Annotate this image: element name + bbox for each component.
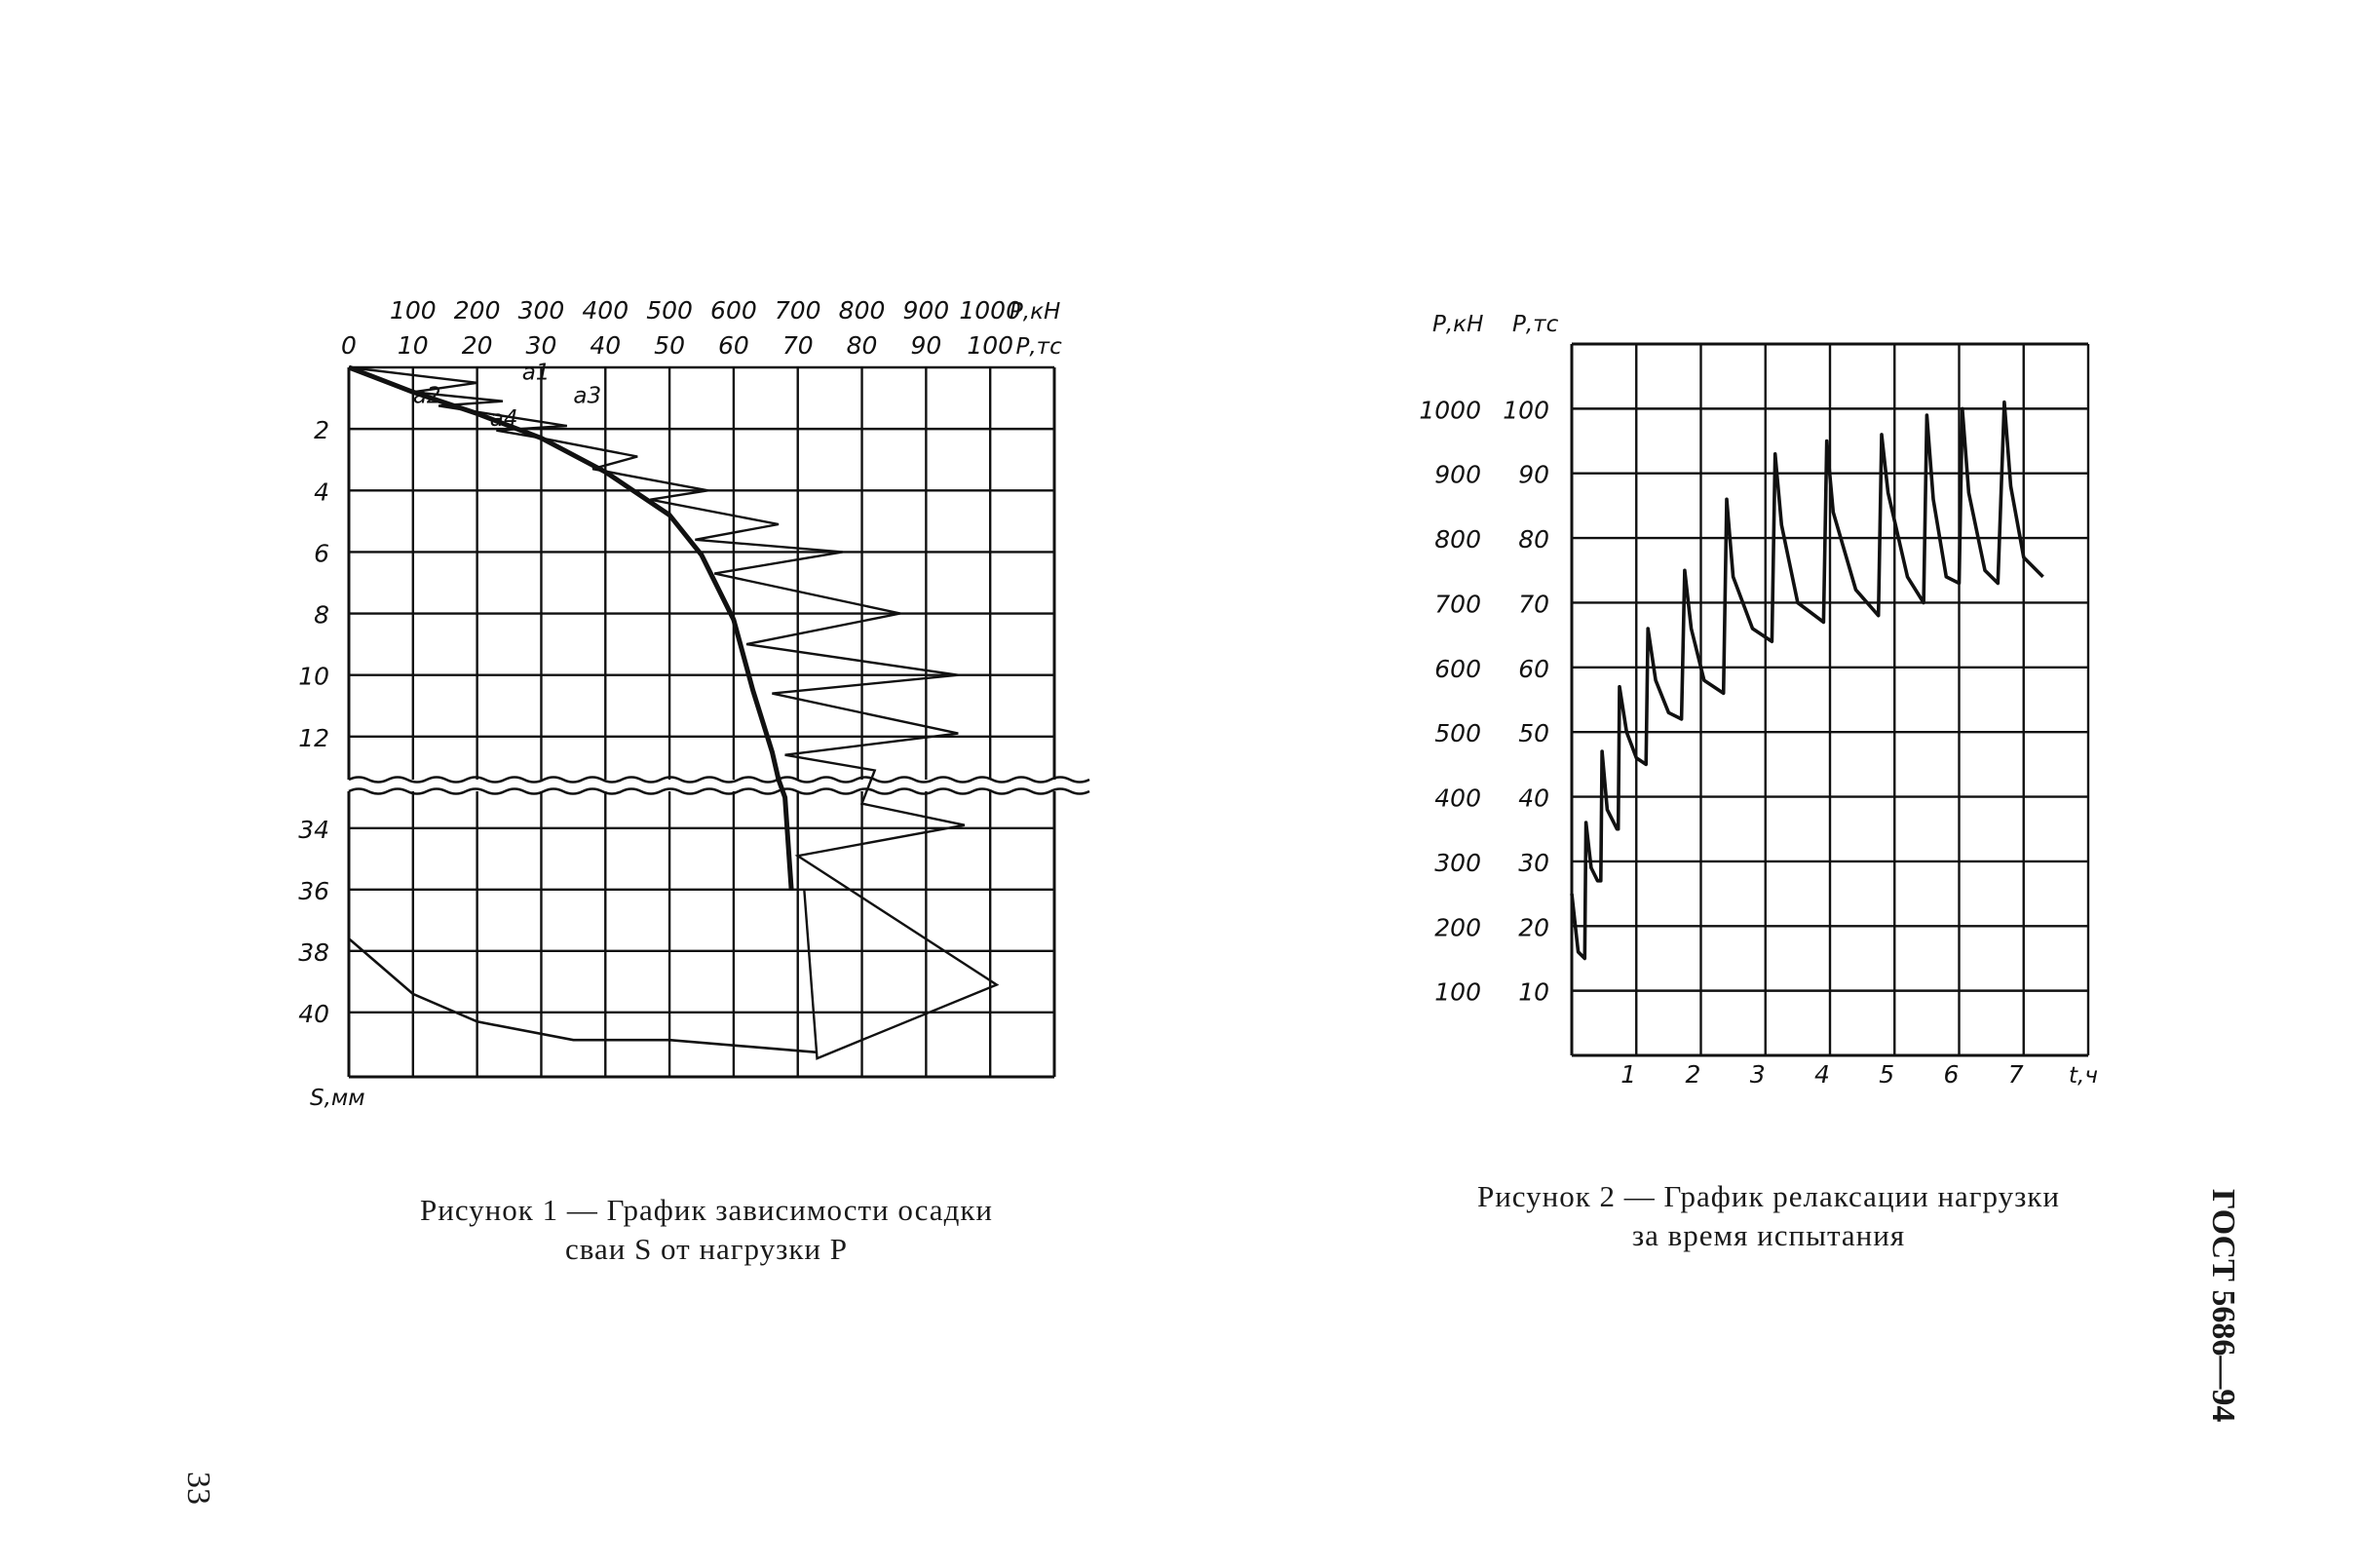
- tick-label-kn: 900: [903, 296, 950, 325]
- tick-label-kn: 600: [1434, 655, 1481, 683]
- tick-label-kn: 800: [1434, 525, 1481, 554]
- tick-label-s: 6: [314, 539, 329, 567]
- tick-label-kn: 500: [1434, 719, 1481, 747]
- tick-label-time: 3: [1750, 1060, 1766, 1089]
- axis-break-line: [348, 787, 1090, 795]
- figure1-grid: [347, 365, 1090, 1079]
- tick-label-kn: 900: [1434, 461, 1481, 489]
- series-load-relaxation: [1570, 400, 2044, 961]
- tick-label-kn: 700: [775, 296, 821, 325]
- figure1-top-axis-tc: 0 10 20 30 40 50 60 70 80 90 100: [341, 331, 1013, 360]
- standard-number: ГОСТ 5686—94: [2205, 1189, 2241, 1423]
- tick-label-time: 4: [1814, 1060, 1830, 1089]
- figure2-caption-line1: Рисунок 2 — График релаксации нагрузки: [1476, 1179, 2061, 1213]
- tick-label-tc: 10: [1518, 978, 1549, 1007]
- tick-label-s: 36: [298, 877, 329, 905]
- tick-label-tc: 80: [847, 331, 878, 360]
- figure2-y-axis-tc-label: Р,тс: [1512, 312, 1559, 337]
- tick-label-s: 8: [314, 601, 329, 630]
- figure1-caption-line1: Рисунок 1 — График зависимости осадки: [419, 1193, 993, 1227]
- figure1-y-axis-label: S,мм: [310, 1086, 365, 1111]
- tick-label-s: 2: [314, 416, 329, 444]
- point-label: a1: [522, 361, 551, 386]
- tick-label-time: 6: [1944, 1060, 1960, 1089]
- tick-label-kn: 300: [1434, 849, 1481, 877]
- tick-label-s: 4: [314, 478, 329, 506]
- tick-label-tc: 90: [1518, 461, 1549, 489]
- tick-label-kn: 1000: [959, 296, 1021, 325]
- tick-label-kn: 400: [582, 296, 629, 325]
- figure2-x-axis-label: t,ч: [2069, 1063, 2098, 1089]
- tick-label-tc: 40: [590, 331, 621, 360]
- tick-label-time: 7: [2008, 1060, 2024, 1089]
- figure1-caption: Рисунок 1 — График зависимости осадки св…: [331, 1191, 1082, 1269]
- tick-label-kn: 200: [454, 296, 501, 325]
- tick-label-tc: 100: [967, 331, 1013, 360]
- page-number: 33: [180, 1472, 216, 1505]
- figure1-annotations: a1 a2 a3 a4: [413, 361, 601, 432]
- series-load-steps: [348, 365, 1000, 1060]
- figure2-x-axis: 1 2 3 4 5 6 7: [1620, 1060, 2024, 1089]
- tick-label-kn: 100: [1434, 978, 1481, 1007]
- tick-label-kn: 100: [390, 296, 437, 325]
- tick-label-tc: 30: [1518, 849, 1549, 877]
- tick-label-tc: 90: [910, 331, 941, 360]
- tick-label-tc: 80: [1518, 525, 1549, 554]
- tick-label-tc: 50: [654, 331, 685, 360]
- figure1-top-axis-tc-label: Р,тс: [1016, 334, 1063, 360]
- point-label: a4: [490, 406, 518, 432]
- tick-label-time: 5: [1879, 1060, 1894, 1089]
- figure1-chart: 100 200 300 400 500 600 700 800 900 1000 0 10 20 30 4…: [298, 296, 1090, 1111]
- tick-label-tc: 70: [782, 331, 814, 360]
- tick-label-s: 40: [298, 1000, 329, 1028]
- tick-label-tc: 50: [1518, 719, 1549, 747]
- figure2-series: [1570, 400, 2044, 961]
- tick-label-tc: 70: [1518, 590, 1549, 618]
- tick-label-kn: 200: [1434, 913, 1481, 941]
- tick-label-s: 10: [298, 663, 329, 691]
- point-label: a2: [413, 383, 441, 408]
- figure1-top-axis-kn: 100 200 300 400 500 600 700 800 900 1000: [390, 296, 1021, 325]
- figure1-top-axis-kn-label: Р,кН: [1010, 299, 1060, 325]
- tick-label-tc: 100: [1503, 396, 1549, 424]
- tick-label-tc: 0: [341, 331, 357, 360]
- tick-label-kn: 700: [1434, 590, 1481, 618]
- tick-label-tc: 60: [718, 331, 749, 360]
- tick-label-kn: 600: [710, 296, 757, 325]
- figure2-grid: [1570, 342, 2090, 1057]
- tick-label-kn: 500: [646, 296, 693, 325]
- tick-label-s: 12: [298, 724, 329, 752]
- tick-label-tc: 20: [462, 331, 493, 360]
- series-settlement-curve: [348, 364, 794, 890]
- tick-label-tc: 40: [1518, 784, 1549, 813]
- tick-label-tc: 20: [1518, 913, 1549, 941]
- figure2-chart: 1000 900 800 700 600 500 400 300 200 100 100 90 80 70…: [1419, 312, 2098, 1089]
- series-unload-curve: [348, 937, 818, 1054]
- tick-label-time: 1: [1620, 1060, 1636, 1089]
- tick-label-kn: 400: [1434, 784, 1481, 813]
- figure1-caption-line2: сваи S от нагрузки P: [564, 1232, 848, 1266]
- tick-label-kn: 1000: [1419, 396, 1481, 424]
- tick-label-kn: 800: [839, 296, 886, 325]
- axis-break-line: [348, 776, 1090, 784]
- tick-label-tc: 60: [1518, 655, 1549, 683]
- tick-label-s: 34: [298, 816, 329, 844]
- figure1-series: [348, 364, 1000, 1060]
- tick-label-s: 38: [298, 938, 329, 967]
- tick-label-time: 2: [1686, 1060, 1701, 1089]
- figure2-caption: Рисунок 2 — График релаксации нагрузки з…: [1393, 1177, 2144, 1255]
- figure2-y-axis-kn-label: Р,кН: [1432, 312, 1483, 337]
- tick-label-tc: 30: [526, 331, 557, 360]
- figure2-y-axis: 1000 900 800 700 600 500 400 300 200 100 100 90 80 70…: [1419, 396, 1549, 1006]
- point-label: a3: [573, 383, 601, 408]
- tick-label-kn: 300: [518, 296, 565, 325]
- figure2-caption-line2: за время испытания: [1631, 1218, 1906, 1252]
- tick-label-tc: 10: [398, 331, 429, 360]
- figure1-y-axis: 2 4 6 8 10 12 34 36 38 40: [298, 416, 329, 1028]
